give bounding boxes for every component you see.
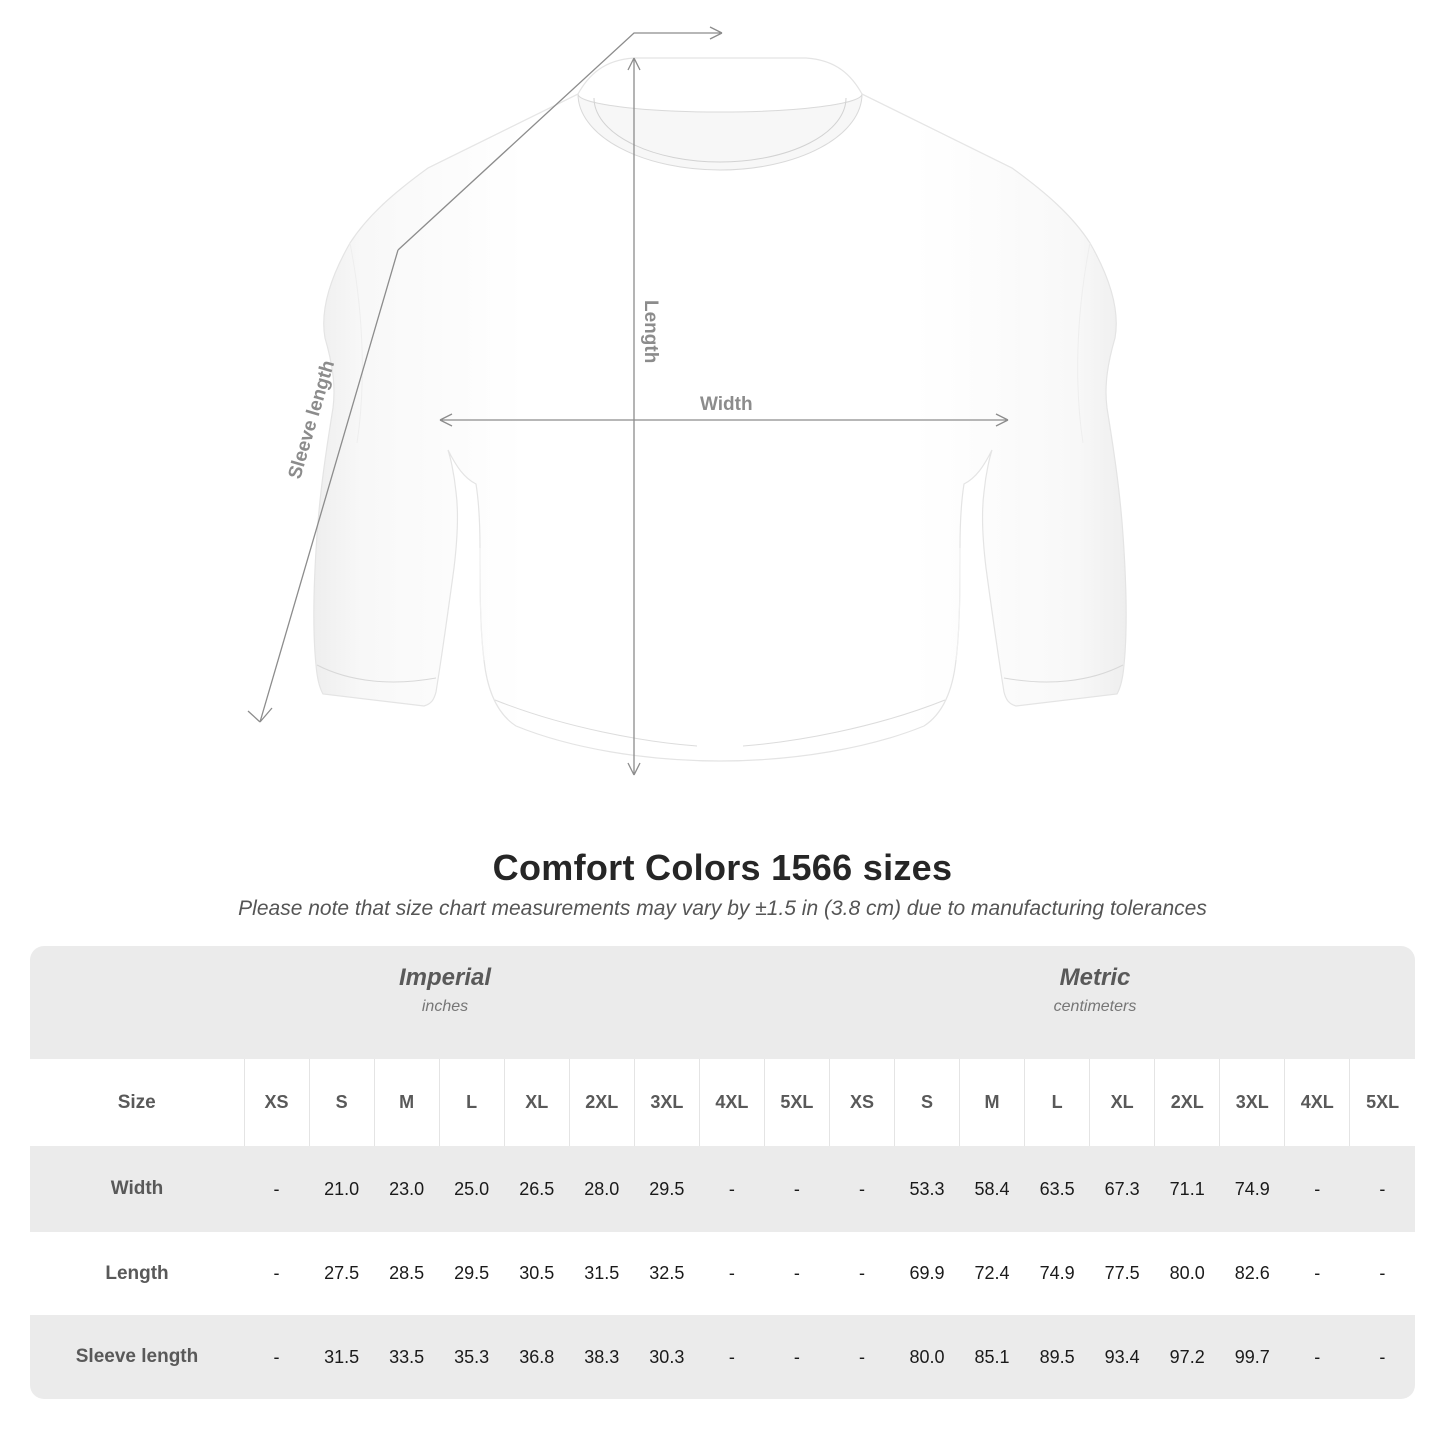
svg-text:Length: Length [640,300,661,363]
svg-text:Width: Width [700,394,753,415]
